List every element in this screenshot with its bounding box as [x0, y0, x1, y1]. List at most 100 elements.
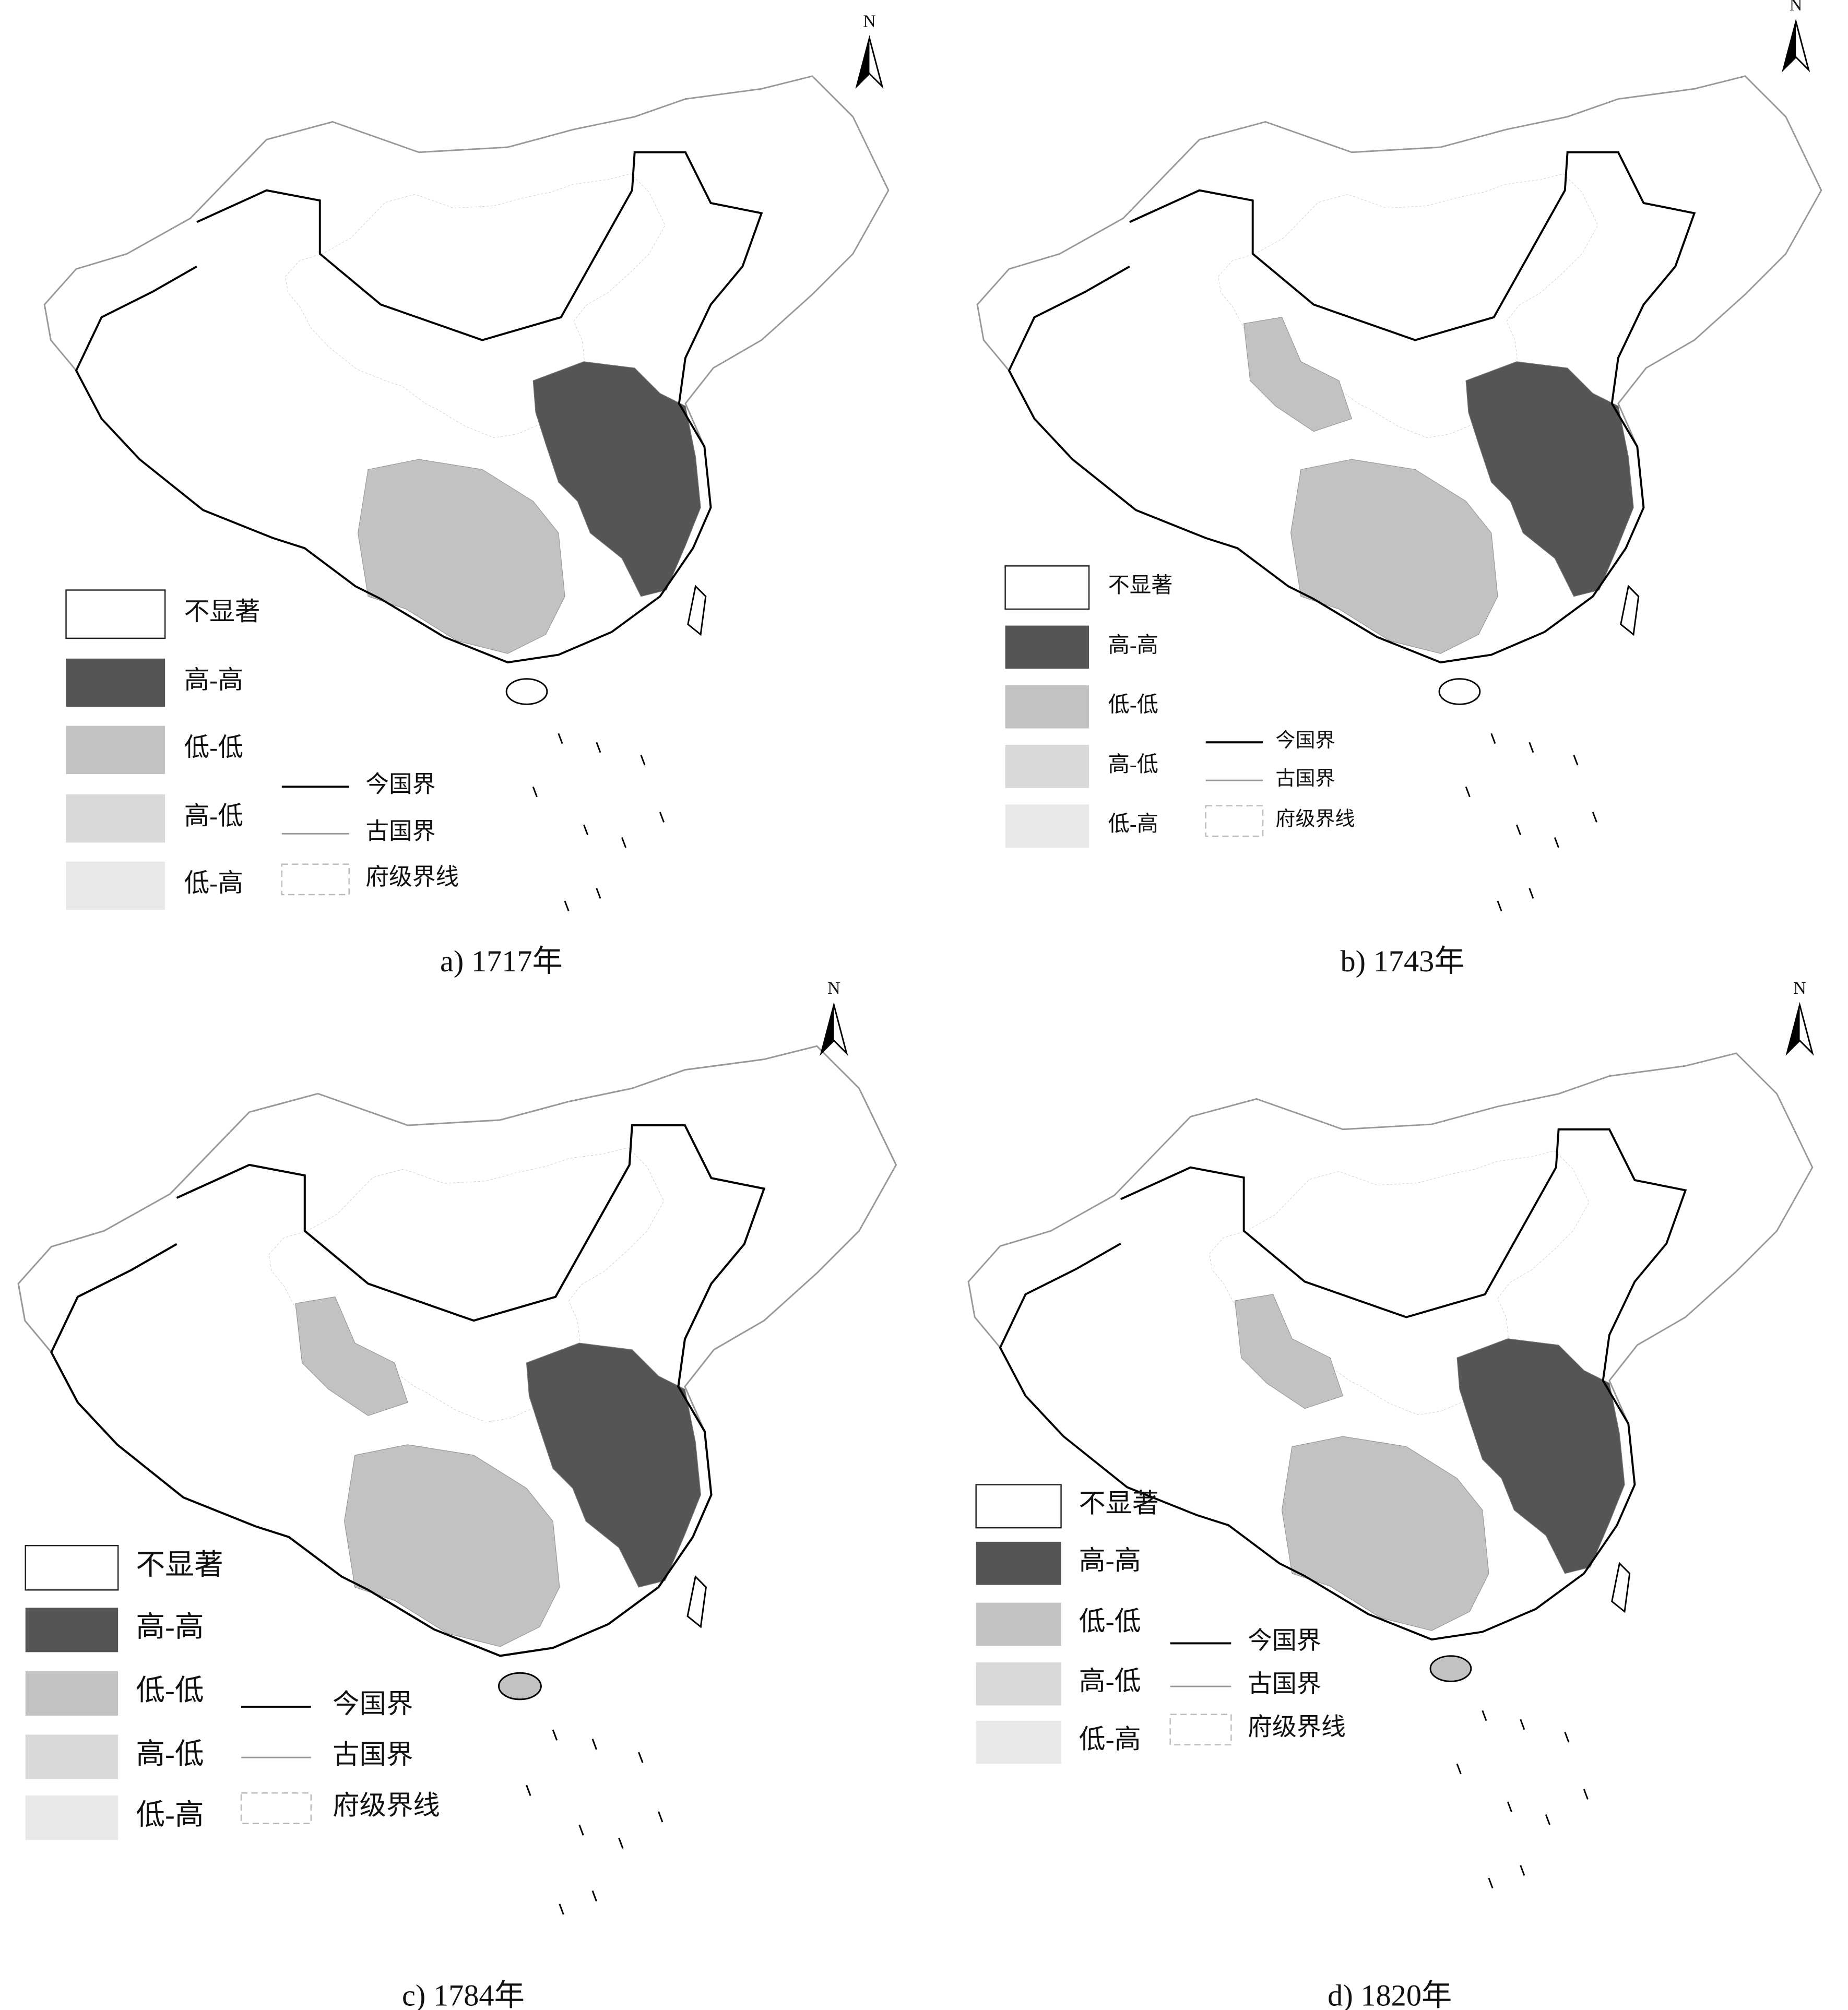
map: [976, 75, 1822, 912]
legend-label: 高-高: [1079, 1547, 1141, 1576]
legend-swatch: [976, 1541, 1061, 1585]
taiwan: [686, 1575, 707, 1628]
low-low-region: [1290, 459, 1498, 654]
legend-line-symbol: [281, 863, 350, 896]
legend-line-symbol: [1205, 805, 1264, 837]
legend-swatch: [25, 1734, 119, 1779]
legend-swatch: [25, 1795, 119, 1840]
legend-label: 低-高: [1108, 812, 1158, 836]
legend-label: 高-高: [184, 666, 243, 694]
island-mark: [1490, 733, 1496, 744]
island-mark: [552, 1729, 558, 1741]
island-mark: [591, 1890, 597, 1902]
legend-line-label: 府级界线: [1275, 808, 1355, 830]
island-mark: [1529, 888, 1534, 899]
island-mark: [1592, 812, 1597, 823]
legend-label: 高-低: [1079, 1667, 1141, 1696]
taiwan: [687, 585, 707, 636]
legend-swatch: [1005, 804, 1089, 848]
legend-swatch: [25, 1544, 119, 1591]
legend-line-label: 古国界: [1248, 1671, 1321, 1698]
map: [17, 1045, 897, 1915]
island-mark: [621, 837, 627, 848]
modern-border: [1008, 151, 1696, 664]
legend-label: 高-高: [136, 1611, 204, 1644]
north-label: N: [1790, 0, 1803, 15]
north-arrow-fill: [1787, 1005, 1800, 1053]
legend-label: 低-低: [1108, 693, 1158, 717]
island-mark: [559, 1904, 564, 1915]
legend-swatch: [25, 1608, 119, 1652]
panel-caption: b) 1743年: [1340, 944, 1464, 978]
modern-border: [75, 151, 763, 664]
island-mark: [526, 1785, 531, 1796]
legend-swatch: [66, 794, 165, 843]
legend-line-label: 今国界: [1248, 1627, 1321, 1655]
high-high-region: [526, 1342, 701, 1588]
panel-caption: a) 1717年: [440, 944, 563, 978]
legend-swatch: [66, 658, 165, 707]
island-mark: [583, 824, 589, 836]
legend-line-label: 今国界: [1275, 730, 1335, 752]
legend-label: 高-高: [1108, 633, 1158, 657]
low-low-region: [1281, 1436, 1489, 1631]
taiwan: [1611, 1562, 1631, 1613]
map: [43, 75, 890, 912]
island-mark: [596, 888, 601, 899]
island-mark: [1497, 900, 1502, 912]
island-mark: [1564, 1732, 1570, 1743]
legend-swatch: [976, 1662, 1061, 1706]
high-high-region: [1465, 361, 1634, 597]
legend-swatch: [25, 1671, 119, 1716]
panel-caption: c) 1784年: [402, 1979, 525, 2010]
island-mark: [1529, 742, 1534, 753]
legend-label: 低-高: [184, 869, 243, 897]
island-mark: [1482, 1710, 1487, 1721]
hainan: [497, 1672, 542, 1700]
island-mark: [1515, 824, 1522, 836]
island-mark: [618, 1837, 624, 1849]
legend-swatch: [65, 589, 166, 639]
panel-caption: d) 1820年: [1328, 1979, 1452, 2010]
north-label: N: [863, 12, 876, 31]
island-mark: [1488, 1877, 1494, 1889]
legend-swatch: [976, 1602, 1061, 1646]
legend-swatch: [66, 861, 165, 910]
legend-line-label: 今国界: [365, 771, 435, 798]
legend-swatch: [975, 1484, 1062, 1529]
north-arrow-fill: [821, 1005, 834, 1053]
legend-line-symbol: [1169, 1714, 1232, 1746]
legend-label: 不显著: [1079, 1490, 1159, 1519]
legend-swatch: [1005, 685, 1089, 729]
high-high-region: [1456, 1338, 1625, 1574]
high-high-region: [532, 361, 701, 597]
hainan: [505, 678, 548, 705]
legend-label: 高-低: [136, 1738, 204, 1770]
legend-line-label: 府级界线: [365, 864, 459, 890]
legend-label: 不显著: [184, 598, 260, 626]
island-mark: [657, 1811, 664, 1823]
prefecture-grid: [1209, 1150, 1590, 1415]
legend-label: 低-高: [136, 1799, 204, 1831]
legend-swatch: [1005, 745, 1089, 788]
island-mark: [578, 1824, 584, 1836]
legend-line-label: 府级界线: [333, 1791, 440, 1821]
north-arrow-fill: [857, 38, 870, 87]
island-mark: [1520, 1719, 1525, 1730]
legend-line-symbol: [240, 1792, 312, 1824]
island-mark: [1456, 1763, 1462, 1775]
prefecture-grid: [268, 1147, 664, 1422]
legend-label: 高-低: [1108, 752, 1158, 776]
modern-border: [999, 1128, 1687, 1641]
low-low-region: [1234, 1294, 1344, 1409]
island-mark: [640, 755, 646, 766]
legend-label: 低-高: [1079, 1726, 1141, 1755]
legend-line-label: 府级界线: [1248, 1714, 1346, 1741]
legend-label: 不显著: [136, 1549, 223, 1581]
legend-label: 不显著: [1108, 573, 1173, 597]
legend-line-label: 古国界: [365, 818, 435, 845]
island-mark: [1554, 837, 1559, 848]
hainan: [1429, 1655, 1472, 1682]
map: [967, 1052, 1814, 1889]
